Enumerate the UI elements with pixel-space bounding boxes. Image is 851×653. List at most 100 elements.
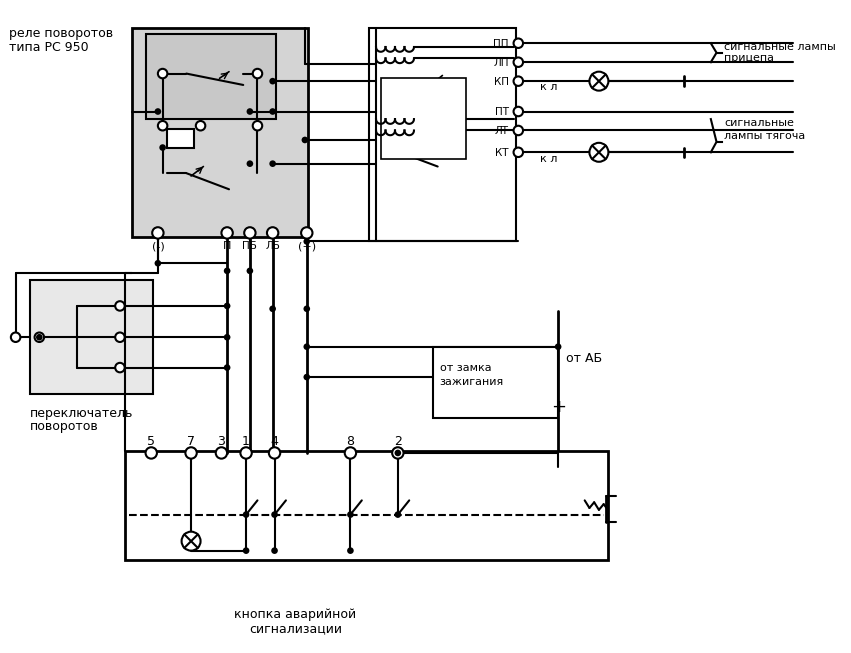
Text: кнопка аварийной: кнопка аварийной — [234, 608, 357, 621]
Circle shape — [243, 511, 249, 518]
Circle shape — [304, 238, 310, 245]
Circle shape — [304, 306, 310, 312]
Bar — [433, 347, 558, 418]
Text: к л: к л — [540, 154, 557, 164]
Text: П: П — [223, 241, 231, 251]
Text: 1: 1 — [243, 435, 250, 448]
Circle shape — [269, 78, 276, 84]
Text: сигнальные лампы: сигнальные лампы — [724, 42, 836, 52]
Circle shape — [186, 447, 197, 458]
Circle shape — [224, 364, 231, 371]
Circle shape — [392, 447, 403, 458]
Circle shape — [395, 450, 401, 456]
Circle shape — [181, 532, 201, 550]
Circle shape — [152, 227, 163, 238]
Circle shape — [243, 547, 249, 554]
Text: сигнальные: сигнальные — [724, 118, 794, 128]
Circle shape — [269, 306, 276, 312]
Circle shape — [240, 447, 252, 458]
Bar — [380, 78, 466, 159]
Bar — [168, 129, 194, 148]
Circle shape — [347, 547, 354, 554]
Circle shape — [158, 69, 168, 78]
Circle shape — [158, 121, 168, 131]
Text: зажигания: зажигания — [440, 377, 504, 387]
Text: лампы тягоча: лампы тягоча — [724, 131, 805, 141]
Circle shape — [159, 144, 166, 151]
Circle shape — [224, 268, 231, 274]
Text: ПТ: ПТ — [494, 108, 509, 118]
Text: ПП: ПП — [494, 39, 509, 49]
Text: ПБ: ПБ — [243, 241, 257, 251]
Circle shape — [590, 72, 608, 91]
Circle shape — [115, 363, 125, 372]
Circle shape — [301, 227, 312, 238]
Text: от замка: от замка — [440, 362, 491, 373]
Text: ЛТ: ЛТ — [494, 127, 509, 136]
Circle shape — [304, 374, 310, 381]
Text: от АБ: от АБ — [566, 351, 602, 364]
Circle shape — [513, 39, 523, 48]
Bar — [30, 280, 153, 394]
Circle shape — [301, 136, 308, 143]
Circle shape — [247, 108, 254, 115]
Text: реле поворотов: реле поворотов — [9, 27, 113, 40]
Text: сигнализации: сигнализации — [248, 622, 342, 635]
Circle shape — [253, 121, 262, 131]
Text: 2: 2 — [394, 435, 402, 448]
Text: КТ: КТ — [495, 148, 509, 158]
Circle shape — [224, 334, 231, 341]
Circle shape — [513, 76, 523, 86]
Circle shape — [224, 302, 231, 310]
Circle shape — [196, 121, 205, 131]
Circle shape — [513, 57, 523, 67]
Circle shape — [269, 447, 280, 458]
Text: ЛП: ЛП — [494, 58, 509, 68]
Circle shape — [115, 332, 125, 342]
Circle shape — [347, 511, 354, 518]
Text: 8: 8 — [346, 435, 354, 448]
Circle shape — [216, 447, 227, 458]
Circle shape — [304, 343, 310, 350]
Bar — [369, 28, 517, 242]
Bar — [132, 28, 308, 236]
Circle shape — [35, 332, 44, 342]
Circle shape — [269, 161, 276, 167]
Text: ЛБ: ЛБ — [266, 241, 280, 251]
Text: поворотов: поворотов — [30, 420, 99, 433]
Circle shape — [146, 447, 157, 458]
Circle shape — [244, 227, 255, 238]
Circle shape — [11, 332, 20, 342]
Circle shape — [267, 227, 278, 238]
Circle shape — [269, 108, 276, 115]
Bar — [125, 451, 608, 560]
Text: 3: 3 — [218, 435, 226, 448]
Circle shape — [513, 126, 523, 135]
Text: типа РС 950: типа РС 950 — [9, 40, 89, 54]
Circle shape — [590, 143, 608, 162]
Text: 7: 7 — [187, 435, 195, 448]
Circle shape — [36, 334, 43, 341]
Circle shape — [115, 301, 125, 311]
Circle shape — [271, 547, 278, 554]
Circle shape — [221, 227, 233, 238]
Text: (+): (+) — [298, 241, 316, 251]
Circle shape — [555, 343, 562, 350]
Circle shape — [155, 108, 161, 115]
Circle shape — [513, 148, 523, 157]
Text: (-): (-) — [151, 241, 164, 251]
Bar — [146, 34, 277, 119]
Circle shape — [155, 260, 161, 266]
Circle shape — [271, 511, 278, 518]
Text: переключатель: переключатель — [30, 407, 134, 420]
Text: прицепа: прицепа — [724, 54, 774, 63]
Text: 5: 5 — [147, 435, 155, 448]
Circle shape — [253, 69, 262, 78]
Text: 4: 4 — [271, 435, 278, 448]
Text: +: + — [551, 398, 566, 417]
Circle shape — [247, 268, 254, 274]
Circle shape — [247, 161, 254, 167]
Circle shape — [345, 447, 356, 458]
Text: КП: КП — [494, 77, 509, 87]
Text: к л: к л — [540, 82, 557, 92]
